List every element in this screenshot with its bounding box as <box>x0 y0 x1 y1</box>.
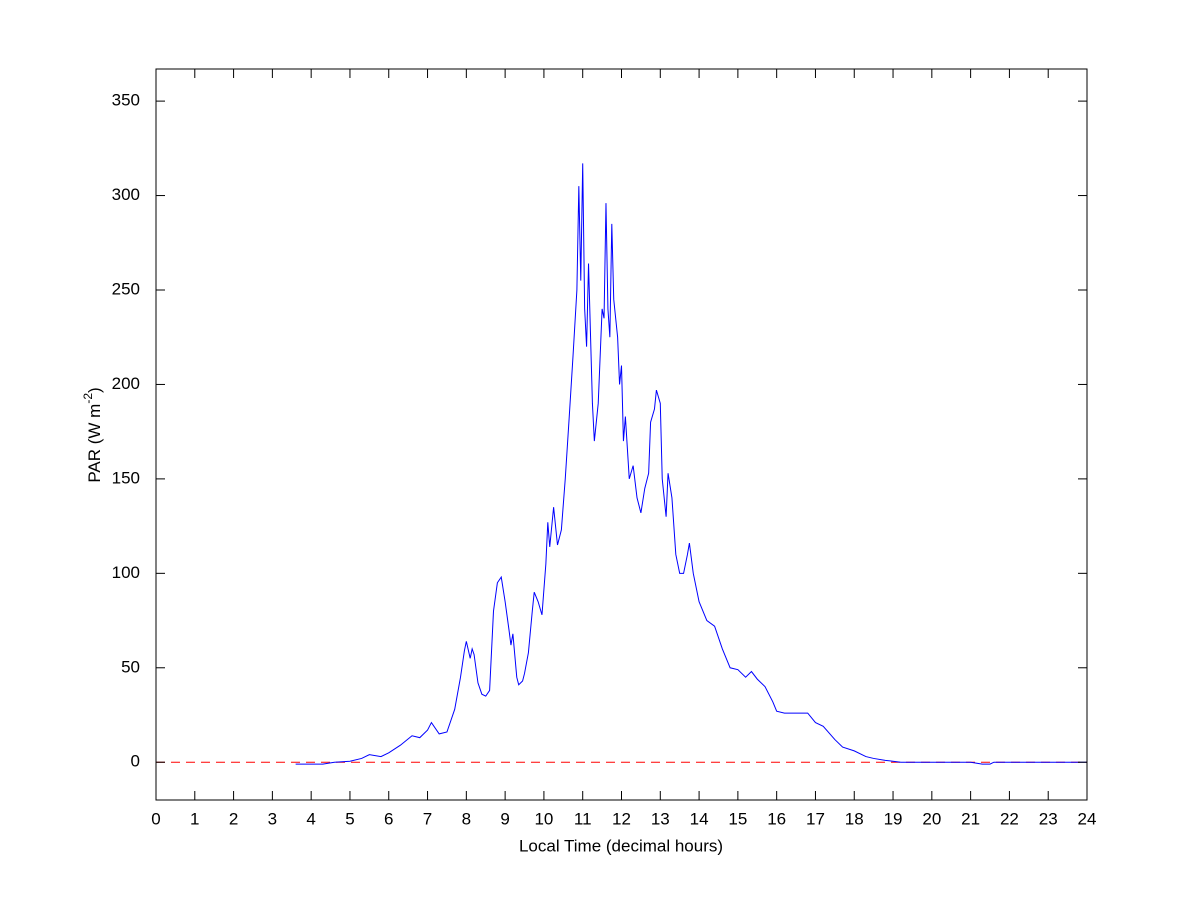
x-tick-label: 20 <box>922 809 941 828</box>
y-tick-label: 0 <box>131 752 140 771</box>
plot-area <box>156 69 1087 800</box>
x-tick-label: 6 <box>384 809 393 828</box>
y-axis-label-tail: ) <box>85 387 104 393</box>
y-tick-label: 200 <box>112 374 140 393</box>
x-axis-label: Local Time (decimal hours) <box>519 836 723 855</box>
y-axis-label-sup: -2 <box>81 393 95 404</box>
y-tick-label: 100 <box>112 563 140 582</box>
x-tick-label: 24 <box>1078 809 1097 828</box>
x-tick-label: 14 <box>690 809 709 828</box>
x-tick-label: 19 <box>884 809 903 828</box>
x-tick-label: 11 <box>574 809 592 828</box>
data-line <box>295 163 1087 765</box>
x-tick-label: 0 <box>151 809 160 828</box>
x-tick-label: 15 <box>728 809 747 828</box>
x-tick-label: 5 <box>345 809 354 828</box>
x-tick-label: 10 <box>534 809 553 828</box>
y-tick-label: 350 <box>112 91 140 110</box>
y-tick-label: 50 <box>121 657 140 676</box>
x-tick-label: 3 <box>268 809 277 828</box>
y-tick-label: 250 <box>112 279 140 298</box>
x-tick-label: 22 <box>1000 809 1019 828</box>
axes-box <box>155 68 1088 801</box>
y-axis-label-text: PAR (W m <box>85 404 104 483</box>
x-tick-label: 12 <box>612 809 631 828</box>
x-tick-label: 4 <box>306 809 315 828</box>
x-tick-label: 2 <box>229 809 238 828</box>
x-tick-label: 18 <box>845 809 864 828</box>
y-axis-label: PAR (W m-2) <box>81 387 104 482</box>
x-tick-label: 9 <box>500 809 509 828</box>
x-tick-label: 23 <box>1039 809 1058 828</box>
y-tick-label: 300 <box>112 185 140 204</box>
x-tick-label: 13 <box>651 809 670 828</box>
x-tick-label: 1 <box>190 809 199 828</box>
x-tick-label: 7 <box>423 809 432 828</box>
x-tick-label: 21 <box>961 809 980 828</box>
x-tick-label: 8 <box>462 809 471 828</box>
x-tick-label: 17 <box>806 809 825 828</box>
x-tick-label: 16 <box>767 809 786 828</box>
y-tick-label: 150 <box>112 468 140 487</box>
